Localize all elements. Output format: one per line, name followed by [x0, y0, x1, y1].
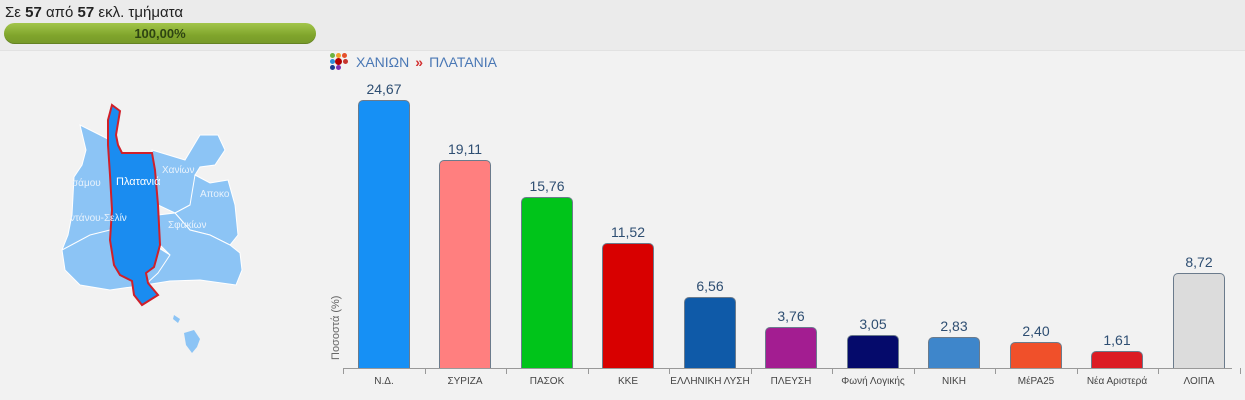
map-label-sfakion: Σφακίων [168, 219, 206, 231]
progress-bar: 100,00% [4, 23, 316, 44]
x-axis-tick [669, 368, 670, 374]
x-axis-tick [1240, 368, 1241, 374]
map-island-gavdos[interactable] [184, 330, 200, 353]
breadcrumb-current: ΠΛΑΤΑΝΙΑ [429, 54, 498, 70]
x-axis-tick [506, 368, 507, 374]
x-axis-category-label: Φωνή Λογικής [841, 376, 905, 387]
bar-value-label: 11,52 [611, 224, 645, 240]
breadcrumb-separator: » [415, 54, 424, 70]
counted-number: 57 [25, 4, 42, 21]
bar[interactable] [1173, 273, 1225, 368]
x-axis-category-label: ΕΛΛΗΝΙΚΗ ΛΥΣΗ [670, 376, 750, 387]
bar-value-label: 2,83 [940, 318, 968, 334]
breadcrumb: ΧΑΝΙΩΝ » ΠΛΑΤΑΝΙΑ [330, 53, 497, 71]
bar-value-label: 2,40 [1022, 323, 1050, 339]
x-axis [343, 368, 1232, 369]
x-axis-tick [343, 368, 344, 374]
x-axis-category-label: ΜέΡΑ25 [1017, 376, 1055, 387]
x-axis-category-label: Νέα Αριστερά [1086, 376, 1148, 387]
map-label-apokoronou: Αποκο [200, 189, 230, 200]
x-axis-category-label: ΠΑΣΟΚ [529, 376, 565, 387]
x-axis-tick [588, 368, 589, 374]
progress-header: Σε 57 από 57 εκλ. τμήματα 100,00% [0, 0, 1245, 51]
bar-value-label: 3,05 [859, 316, 887, 332]
bar[interactable] [439, 160, 491, 368]
x-axis-category-label: ΠΛΕΥΣΗ [770, 376, 812, 387]
bar[interactable] [928, 337, 980, 368]
x-axis-tick [914, 368, 915, 374]
bar-value-label: 6,56 [696, 278, 724, 294]
breadcrumb-parent[interactable]: ΧΑΝΙΩΝ [356, 54, 410, 70]
y-axis-label: Ποσοστά (%) [330, 295, 342, 360]
bar[interactable] [1091, 351, 1143, 368]
x-axis-tick [425, 368, 426, 374]
x-axis-tick [1077, 368, 1078, 374]
region-map[interactable]: σάμου Πλατανιά Χανίων Αποκο ντάνου-Σελίν… [50, 95, 260, 365]
bar[interactable] [1010, 342, 1062, 368]
map-label-kantanou-selinou: ντάνου-Σελίν [70, 212, 127, 224]
logo-dots-icon [330, 53, 350, 71]
map-island-small [173, 315, 180, 323]
x-axis-category-label: ΝΙΚΗ [942, 376, 966, 387]
bar[interactable] [521, 197, 573, 368]
bar-value-label: 8,72 [1185, 254, 1213, 270]
total-number: 57 [77, 4, 95, 21]
x-axis-category-label: ΚΚΕ [617, 376, 638, 387]
x-axis-tick [995, 368, 996, 374]
bar-value-label: 1,61 [1103, 332, 1131, 348]
map-label-platania: Πλατανιά [116, 176, 161, 188]
counted-stations-text: Σε 57 από 57 εκλ. τμήματα [5, 4, 184, 21]
x-axis-category-label: ΣΥΡΙΖΑ [447, 376, 483, 387]
bar[interactable] [684, 297, 736, 368]
progress-label: 100,00% [134, 26, 186, 41]
x-axis-category-label: ΛΟΙΠΑ [1183, 376, 1215, 387]
bar[interactable] [602, 243, 654, 368]
bar[interactable] [765, 327, 817, 368]
map-region-platania-selected[interactable] [107, 103, 162, 307]
bar-value-label: 15,76 [529, 178, 565, 194]
x-axis-tick [1158, 368, 1159, 374]
map-label-kissamou: σάμου [72, 177, 101, 189]
x-axis-tick [751, 368, 752, 374]
bar[interactable] [847, 335, 899, 368]
bar-value-label: 19,11 [448, 141, 482, 157]
map-label-chanion: Χανίων [162, 164, 194, 176]
bar-value-label: 3,76 [777, 308, 805, 324]
x-axis-category-label: Ν.Δ. [374, 376, 394, 387]
bar-value-label: 24,67 [366, 81, 402, 97]
bar[interactable] [358, 100, 410, 368]
x-axis-tick [832, 368, 833, 374]
map-region-sfakion[interactable] [143, 212, 243, 286]
